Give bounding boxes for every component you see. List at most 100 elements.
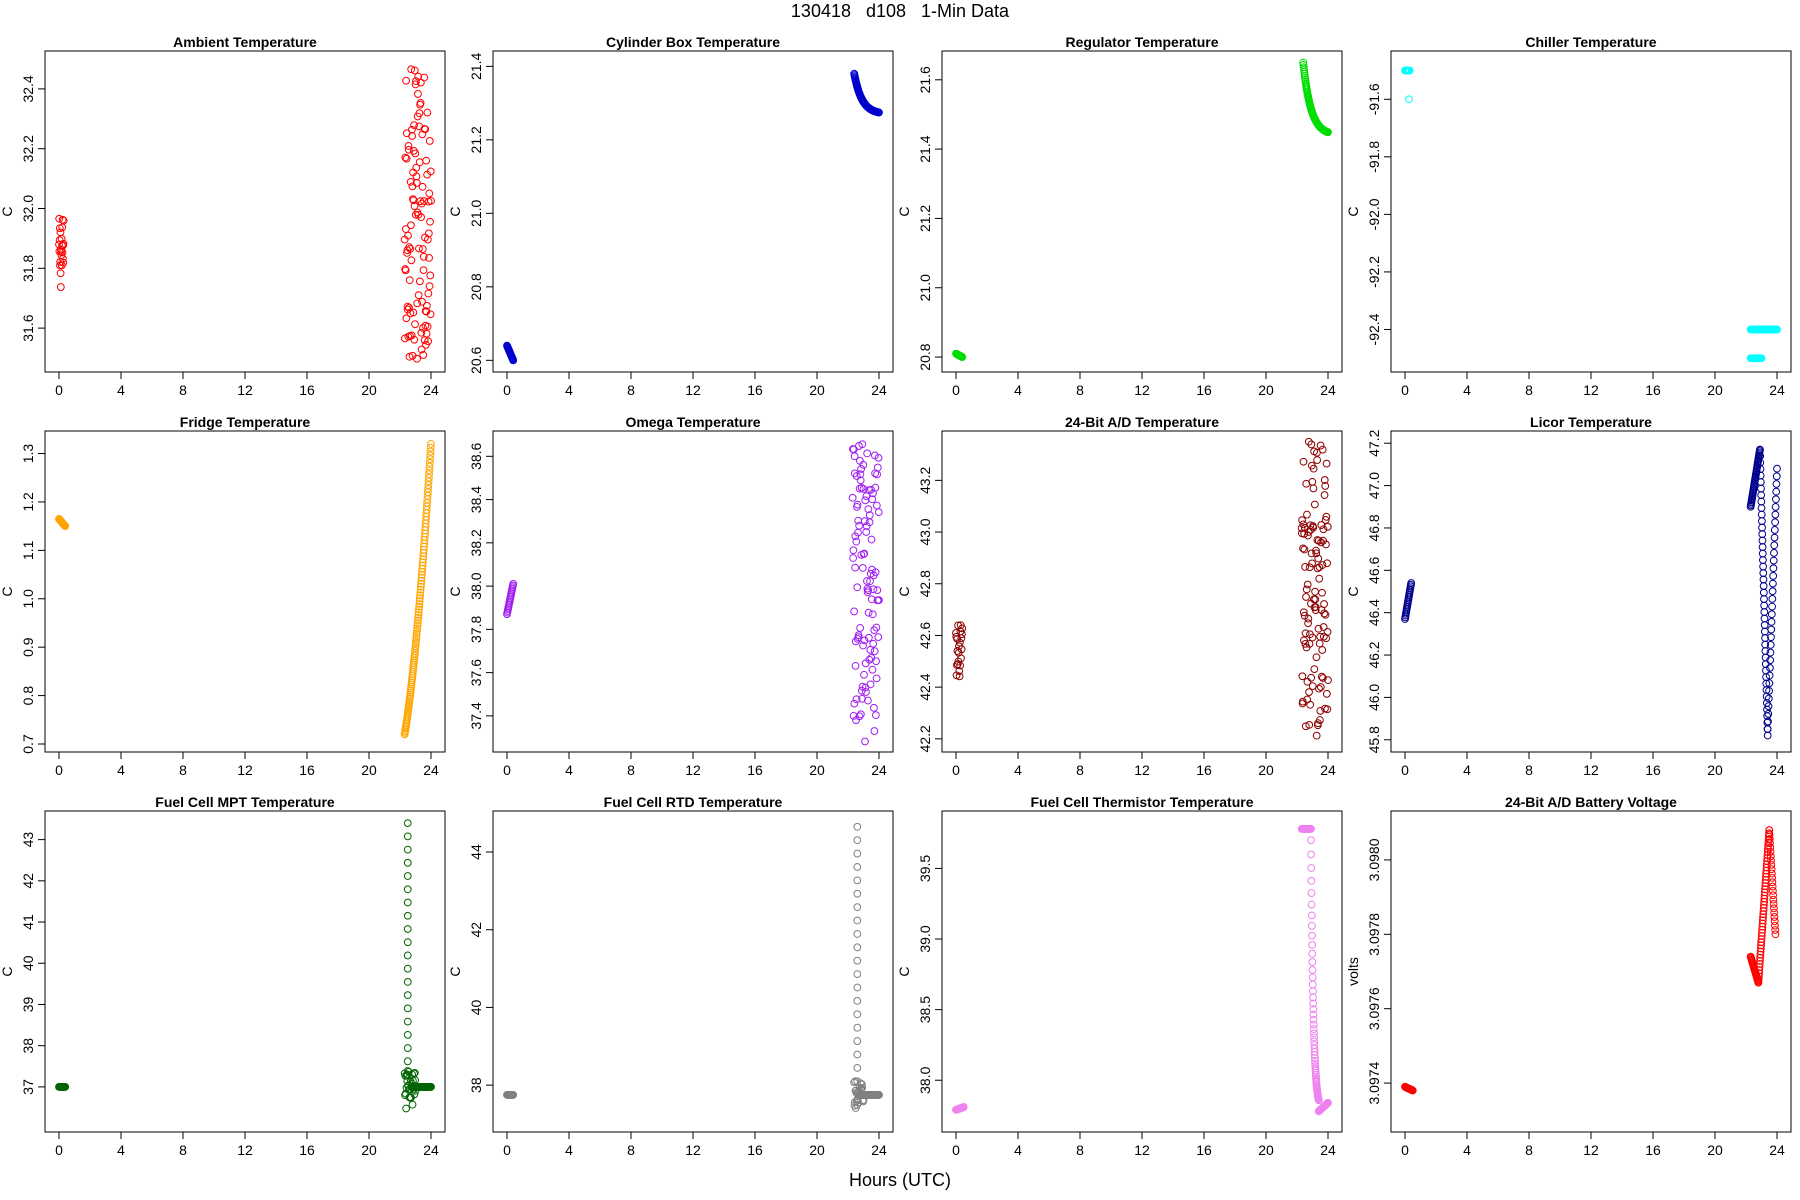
- y-tick-label: 21.4: [917, 135, 933, 162]
- data-point: [1757, 491, 1766, 499]
- data-point: [868, 665, 877, 674]
- data-point: [414, 608, 423, 617]
- data-point: [1770, 913, 1779, 921]
- x-tick-label: 12: [685, 1142, 701, 1158]
- data-point: [848, 493, 857, 502]
- data-point: [426, 451, 435, 460]
- data-point: [56, 283, 65, 291]
- data-point: [408, 195, 417, 204]
- data-point: [424, 289, 433, 298]
- x-tick-label: 4: [565, 1142, 573, 1158]
- data-point: [426, 271, 435, 280]
- x-tick-label: 0: [952, 762, 960, 778]
- y-tick-label: 1.3: [20, 444, 36, 464]
- y-tick-label: 32.0: [20, 195, 36, 222]
- data-point: [415, 605, 423, 614]
- data-point: [59, 258, 68, 267]
- x-tick-label: 16: [1645, 1142, 1661, 1158]
- x-tick-label: 4: [565, 382, 573, 398]
- data-point: [1301, 639, 1310, 648]
- x-tick-label: 8: [1076, 762, 1084, 778]
- y-tick-label: 40: [20, 955, 36, 971]
- data-point: [1300, 545, 1309, 554]
- data-point: [404, 231, 412, 240]
- data-point: [853, 1037, 862, 1045]
- data-point: [856, 624, 865, 632]
- y-tick-label: 1.2: [20, 492, 36, 512]
- data-point: [1760, 621, 1769, 629]
- x-tick-label: 16: [299, 1142, 315, 1158]
- y-tick-label: 42.4: [917, 673, 933, 700]
- panel: Regulator Temperature 0 4 8 12 16 20 24 20.8 21.0…: [896, 34, 1343, 398]
- data-point: [1767, 860, 1776, 869]
- data-point: [424, 229, 433, 238]
- data-point: [1755, 963, 1764, 971]
- x-tick-label: 4: [1014, 382, 1022, 398]
- data-point: [1770, 917, 1779, 926]
- panel: 24-Bit A/D Temperature 0 4 8 12 16 20 24 42.2 42.…: [896, 414, 1343, 778]
- data-point: [405, 303, 413, 312]
- data-point: [1771, 930, 1780, 939]
- data-point: [856, 476, 865, 485]
- data-point: [1764, 702, 1773, 711]
- data-point: [1758, 549, 1767, 558]
- data-point: [408, 125, 416, 134]
- data-point: [853, 903, 862, 912]
- data-point: [853, 849, 862, 858]
- data-point: [1768, 595, 1777, 603]
- data-point: [403, 1030, 412, 1039]
- data-point: [1760, 627, 1769, 636]
- data-point: [403, 1004, 412, 1013]
- data-point: [1762, 872, 1770, 881]
- plot-frame: [492, 50, 894, 373]
- x-tick-label: 12: [1583, 1142, 1599, 1158]
- y-axis-label: volts: [1345, 957, 1361, 986]
- data-point: [1312, 546, 1320, 555]
- y-tick-label: 39: [20, 996, 36, 1012]
- data-point: [852, 695, 861, 704]
- x-tick-label: 8: [1525, 382, 1533, 398]
- data-point: [849, 546, 858, 555]
- data-point: [423, 322, 432, 331]
- data-point: [1307, 836, 1315, 845]
- data-point: [1772, 472, 1781, 481]
- data-point: [1310, 1048, 1319, 1056]
- data-point: [1769, 895, 1778, 904]
- data-point: [1306, 525, 1315, 534]
- data-point: [422, 301, 431, 310]
- y-tick-label: 47.2: [1366, 429, 1382, 456]
- data-point: [1757, 354, 1766, 363]
- data-point: [424, 473, 433, 482]
- data-point: [1304, 614, 1313, 623]
- data-point: [426, 443, 435, 452]
- y-axis-label: C: [896, 586, 912, 596]
- data-point: [403, 819, 412, 828]
- data-point: [853, 970, 862, 979]
- data-point: [1767, 610, 1776, 619]
- data-point: [424, 477, 433, 486]
- data-point: [418, 564, 427, 573]
- data-point: [403, 872, 412, 880]
- data-point: [1318, 561, 1327, 569]
- data-point: [1756, 944, 1765, 953]
- data-point: [1760, 888, 1769, 897]
- data-point: [872, 674, 881, 683]
- data-point: [871, 568, 880, 577]
- data-point: [1758, 919, 1767, 928]
- data-point: [410, 649, 419, 658]
- data-point: [1769, 891, 1778, 900]
- data-point: [1310, 500, 1319, 509]
- data-point: [412, 179, 421, 187]
- x-tick-label: 16: [747, 382, 763, 398]
- data-point: [1310, 665, 1319, 674]
- data-point: [1316, 632, 1325, 641]
- y-tick-label: 0.8: [20, 686, 36, 706]
- data-point: [957, 654, 965, 663]
- data-point: [867, 535, 876, 544]
- data-point: [1770, 526, 1779, 534]
- x-tick-label: 12: [685, 382, 701, 398]
- data-point: [958, 624, 967, 633]
- data-point: [861, 496, 870, 505]
- data-point: [413, 299, 422, 308]
- x-tick-label: 4: [117, 1142, 125, 1158]
